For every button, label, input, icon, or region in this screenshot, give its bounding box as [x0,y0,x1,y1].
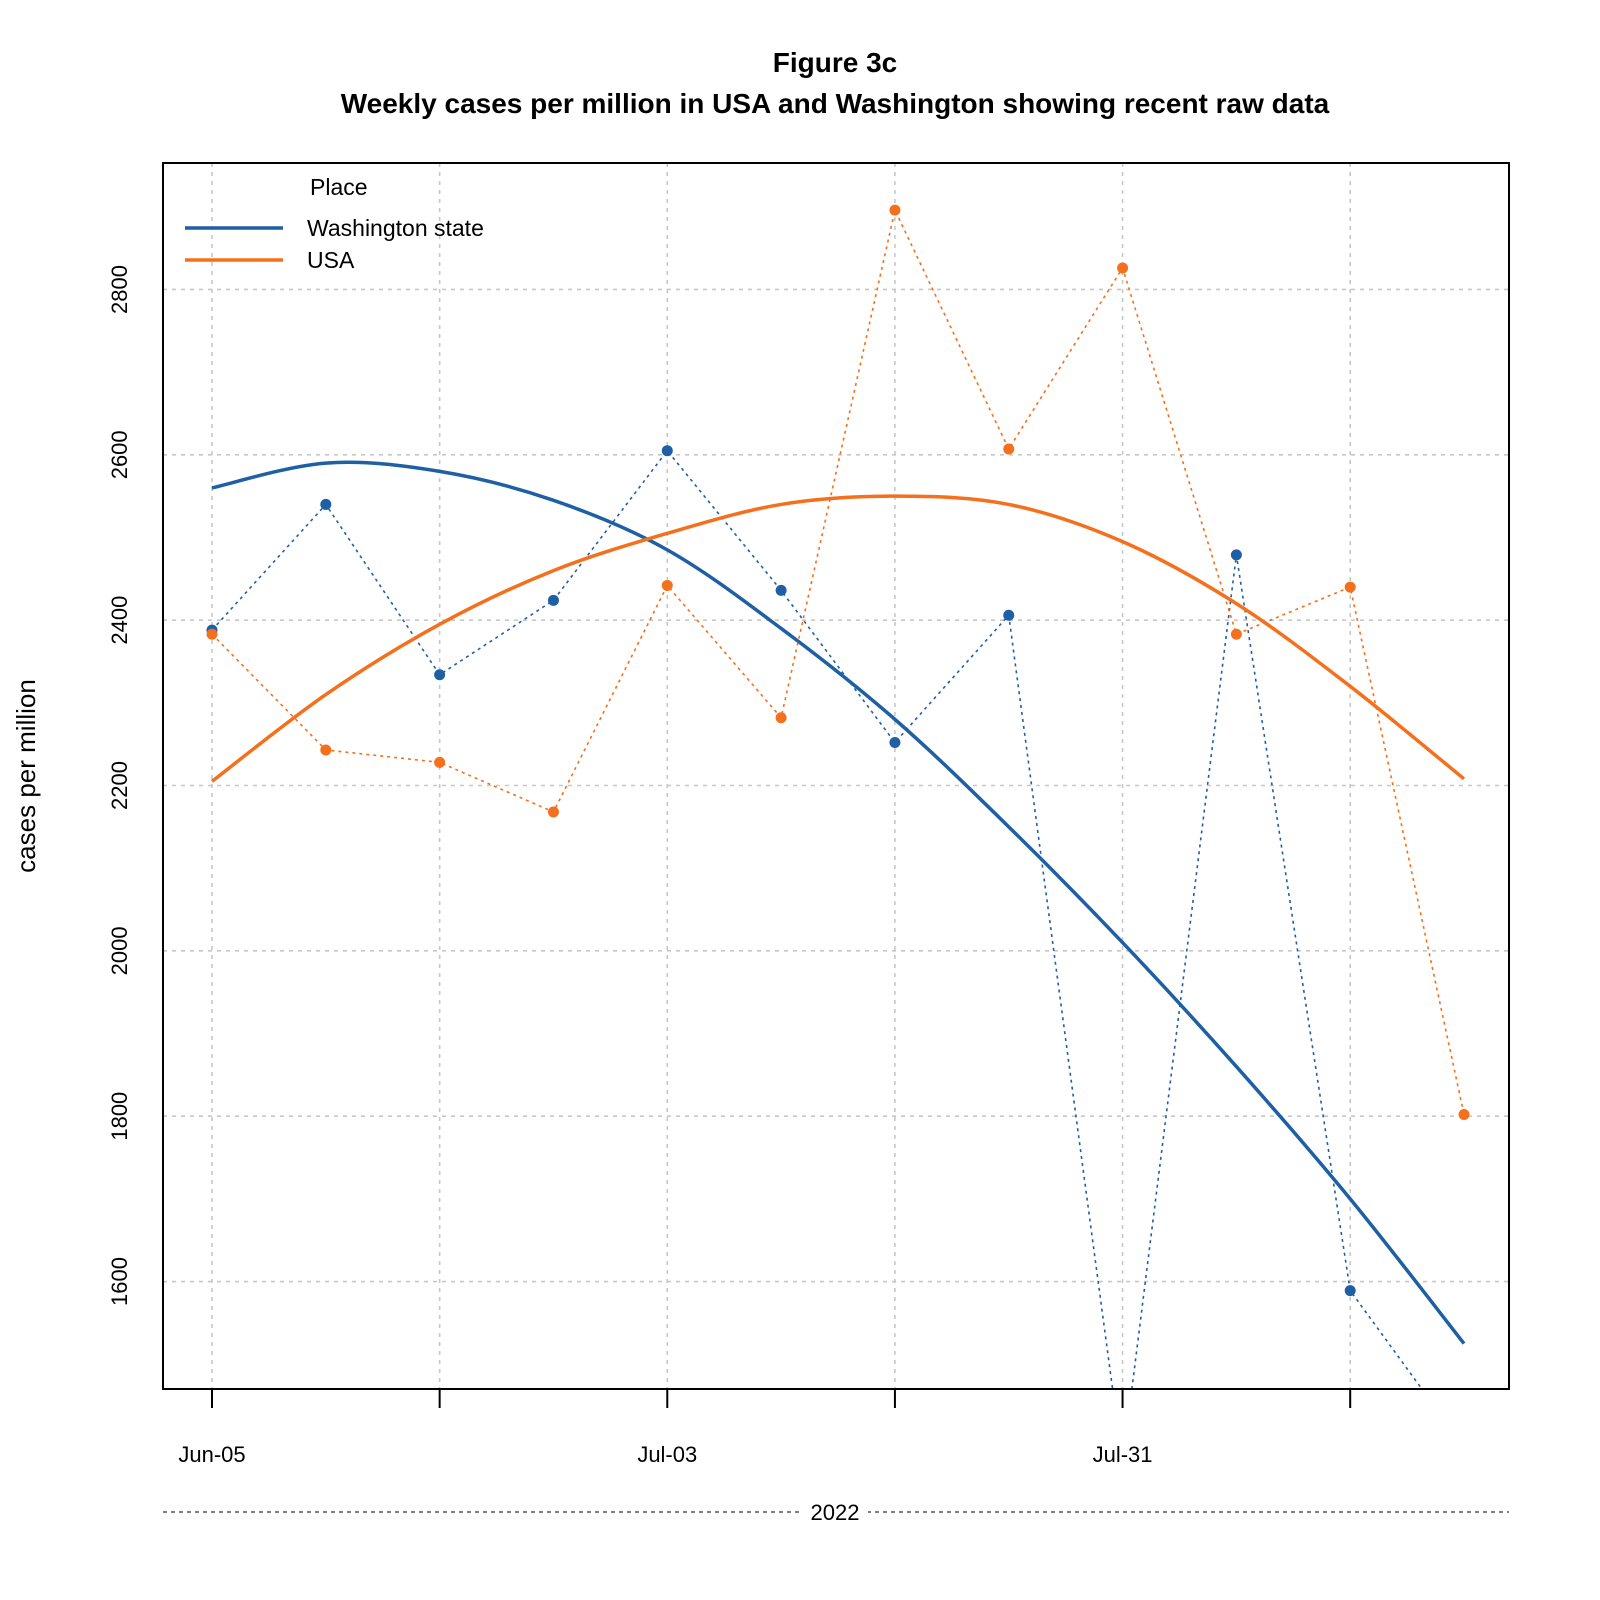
point-usa-9 [1230,628,1242,640]
y-tick-label-2800: 2800 [107,265,132,314]
legend-label-usa: USA [307,247,355,273]
point-washington-state-9 [1230,549,1242,561]
y-axis-label: cases per million [11,679,41,873]
y-axis: 1600 1800 2000 2200 2400 2600 2800 [107,265,132,1306]
point-washington-state-10 [1344,1285,1356,1297]
plot-frame [162,162,1510,1390]
point-washington-state-6 [889,737,901,749]
point-usa-8 [1117,262,1129,274]
point-washington-state-3 [547,594,559,606]
point-usa-5 [775,712,787,724]
point-usa-10 [1344,581,1356,593]
series-group [206,204,1470,1452]
point-usa-3 [547,806,559,818]
x-tick-label-4: Jul-31 [1093,1442,1153,1467]
legend-label-washington: Washington state [307,215,484,241]
legend: Place Washington state USA [185,174,484,273]
point-washington-state-11 [1459,1441,1470,1452]
trend-line-washington-state [211,460,1466,1345]
point-usa-6 [889,204,901,216]
y-tick-label-2000: 2000 [107,926,132,975]
point-usa-1 [320,744,332,756]
point-washington-state-5 [775,584,787,596]
raw-line-usa [211,207,1465,1115]
grid-lines [163,163,1509,1389]
point-usa-0 [206,628,218,640]
trend-line-usa [210,494,1466,783]
year-label-background [803,1498,868,1526]
x-tick-label-0: Jun-05 [178,1442,245,1467]
point-usa-4 [661,579,673,591]
x-axis-year-label: 2022 [811,1500,860,1525]
x-tick-label-2: Jul-03 [637,1442,697,1467]
y-tick-label-1800: 1800 [107,1092,132,1141]
point-washington-state-1 [320,498,332,510]
point-washington-state-4 [661,445,673,457]
y-tick-label-2400: 2400 [107,596,132,645]
series-layer [206,204,1470,1452]
y-tick-label-2600: 2600 [107,430,132,479]
chart-title: Figure 3c [773,47,897,78]
y-tick-label-1600: 1600 [107,1257,132,1306]
y-tick-label-2200: 2200 [107,761,132,810]
point-washington-state-2 [434,669,446,681]
point-usa-2 [434,756,446,768]
point-washington-state-7 [1003,609,1015,621]
point-usa-7 [1003,443,1015,455]
chart-subtitle: Weekly cases per million in USA and Wash… [341,88,1330,119]
raw-line-washington-state [211,449,1423,1389]
x-axis: Jun-05 Jul-03 Jul-31 [178,1389,1352,1467]
point-usa-11 [1458,1109,1470,1121]
legend-title: Place [310,174,368,200]
